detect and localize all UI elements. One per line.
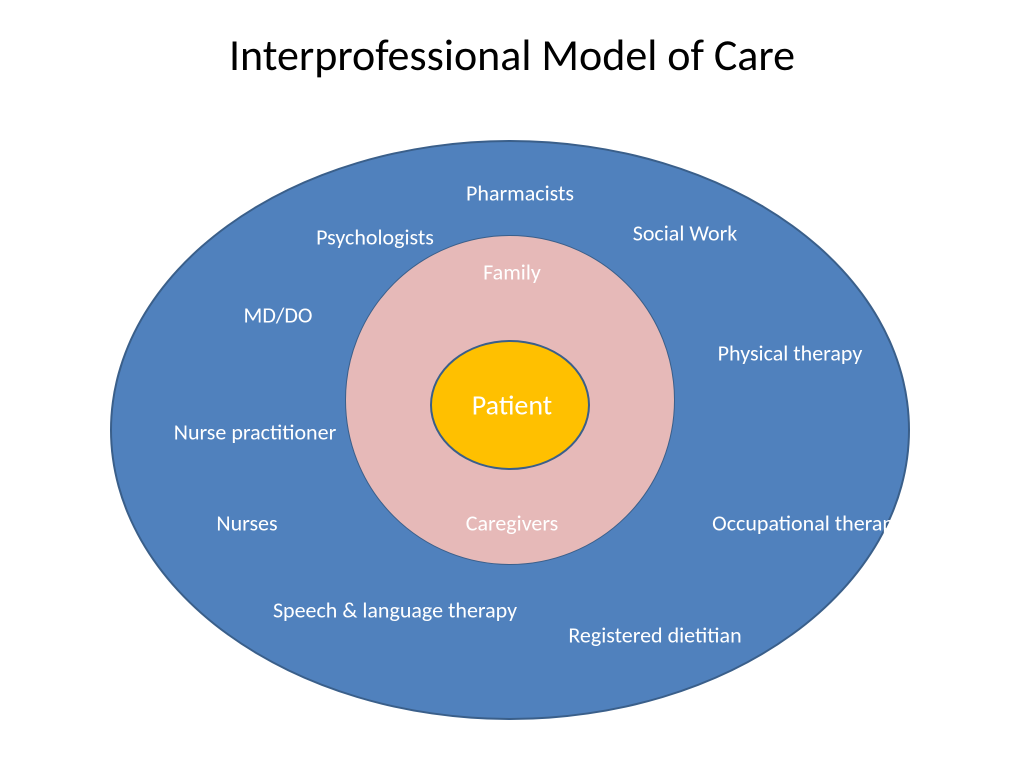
diagram-label: Physical therapy: [718, 340, 863, 367]
page-title: Interprofessional Model of Care: [0, 28, 1024, 82]
diagram-label: Family: [483, 259, 541, 286]
diagram-label: Nurse practitioner: [174, 419, 337, 446]
diagram-label: Psychologists: [316, 224, 434, 251]
diagram-label: Social Work: [633, 220, 738, 247]
diagram-label: Caregivers: [466, 510, 559, 537]
diagram-label: Pharmacists: [466, 180, 574, 207]
diagram-label: Nurses: [216, 510, 277, 537]
diagram-label: Speech & language therapy: [273, 597, 517, 624]
diagram-label: MD/DO: [244, 302, 313, 329]
diagram-label: Registered dietitian: [568, 622, 741, 649]
diagram-label: Patient: [472, 388, 552, 423]
diagram-label: Occupational therapy: [712, 510, 904, 537]
